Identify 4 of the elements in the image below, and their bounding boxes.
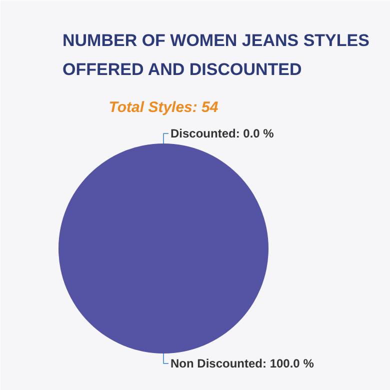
chart-subtitle: Total Styles: 54 xyxy=(108,99,219,116)
legend-label: Discounted: 0.0 % xyxy=(170,126,274,140)
slice-label: Non Discounted: 100.0 % xyxy=(170,356,314,370)
chart-title: NUMBER OF WOMEN JEANS STYLES OFFERED AND DISCOUNTED xyxy=(62,31,370,79)
